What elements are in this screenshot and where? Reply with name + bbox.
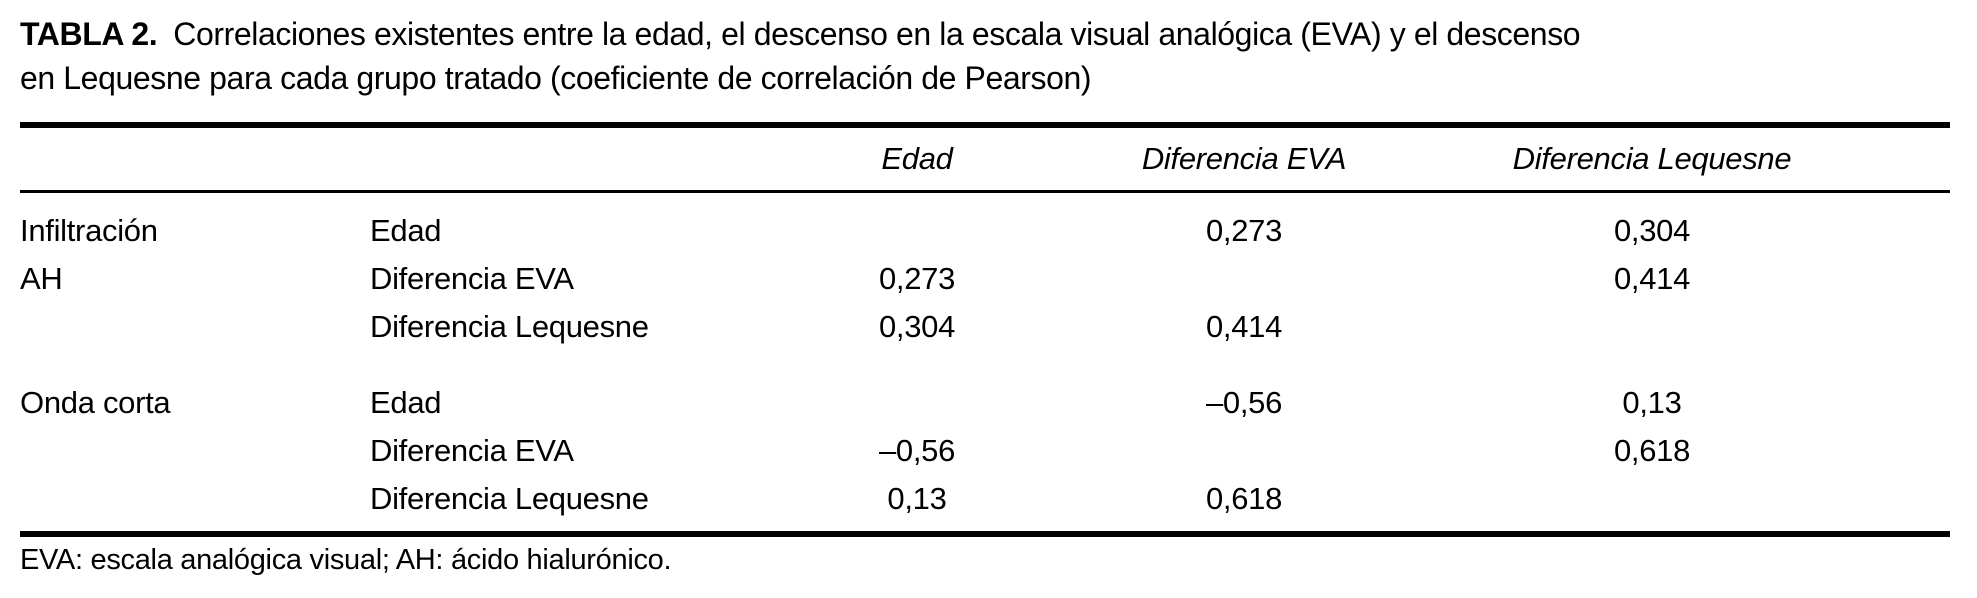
group-label-cell: Onda corta [20, 385, 171, 420]
correlation-table: Edad Diferencia EVA Diferencia Lequesne … [20, 122, 1950, 537]
table-footnote: EVA: escala analógica visual; AH: ácido … [20, 544, 672, 576]
spacer-row [20, 523, 1950, 534]
value-cell-eva [1134, 255, 1354, 303]
group-label-cell: Infiltración [20, 213, 158, 248]
value-cell-eva: 0,618 [1205, 481, 1283, 516]
group-label-cell [20, 427, 370, 475]
group-label-cell: AH [20, 261, 63, 296]
header-empty-variable [370, 125, 700, 193]
table-caption-line-2: en Lequesne para cada grupo tratado (coe… [20, 60, 1092, 96]
variable-cell: Edad [370, 213, 442, 248]
group-label-cell [20, 475, 370, 523]
header-edad: Edad [700, 125, 1134, 193]
header-empty-group [20, 125, 370, 193]
table-caption-text: Correlaciones existentes entre la edad, … [173, 16, 1581, 52]
variable-cell: Diferencia EVA [370, 261, 574, 296]
variable-cell: Diferencia Lequesne [370, 309, 649, 344]
table-row: Diferencia Lequesne 0,304 0,414 [20, 303, 1950, 351]
value-cell-edad: 0,304 [878, 309, 956, 344]
spacer-row [20, 192, 1950, 208]
table-header-row: Edad Diferencia EVA Diferencia Lequesne [20, 125, 1950, 193]
variable-cell: Diferencia EVA [370, 433, 574, 468]
value-cell-edad: 0,13 [887, 481, 947, 516]
group-gap-row [20, 351, 1950, 379]
table-row: Onda corta Edad –0,56 0,13 [20, 379, 1950, 427]
table-row: Infiltración Edad 0,273 0,304 [20, 207, 1950, 255]
value-cell-edad [700, 207, 1134, 255]
value-cell-eva: 0,414 [1205, 309, 1283, 344]
value-cell-eva: –0,56 [1205, 385, 1283, 420]
value-cell-edad [700, 379, 1134, 427]
table-caption: TABLA 2. Correlaciones existentes entre l… [20, 12, 1581, 100]
variable-cell: Diferencia Lequesne [370, 481, 649, 516]
value-cell-lequesne: 0,414 [1613, 261, 1691, 296]
table-row: AH Diferencia EVA 0,273 0,414 [20, 255, 1950, 303]
value-cell-lequesne [1354, 303, 1950, 351]
value-cell-edad: 0,273 [878, 261, 956, 296]
value-cell-edad: –0,56 [878, 433, 956, 468]
header-diferencia-lequesne: Diferencia Lequesne [1354, 125, 1950, 193]
value-cell-eva [1134, 427, 1354, 475]
table-number-label: TABLA 2. [20, 16, 158, 52]
table-caption-line-1: TABLA 2. Correlaciones existentes entre l… [20, 12, 1581, 56]
value-cell-lequesne [1354, 475, 1950, 523]
header-diferencia-eva: Diferencia EVA [1134, 125, 1354, 193]
group-label-cell [20, 303, 370, 351]
value-cell-eva: 0,273 [1205, 213, 1283, 248]
value-cell-lequesne: 0,304 [1613, 213, 1691, 248]
table-row: Diferencia EVA –0,56 0,618 [20, 427, 1950, 475]
variable-cell: Edad [370, 385, 442, 420]
table-row: Diferencia Lequesne 0,13 0,618 [20, 475, 1950, 523]
value-cell-lequesne: 0,618 [1613, 433, 1691, 468]
value-cell-lequesne: 0,13 [1622, 385, 1682, 420]
